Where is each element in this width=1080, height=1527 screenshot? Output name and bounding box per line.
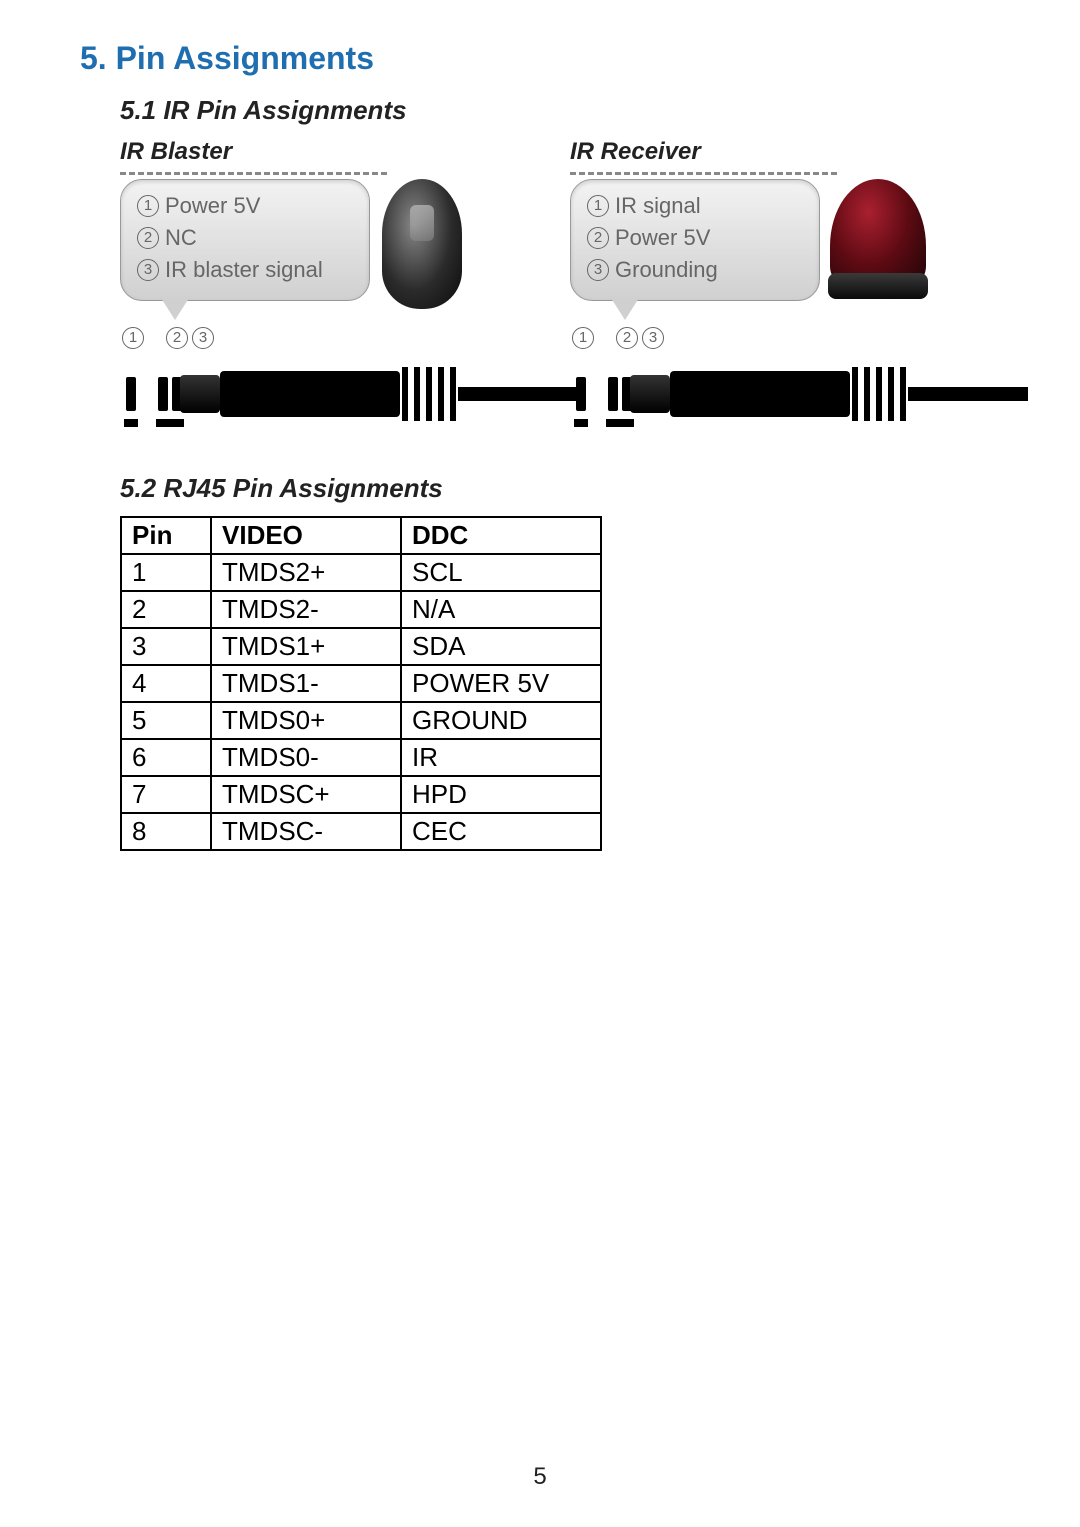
table-row: 2TMDS2-N/A <box>121 591 601 628</box>
cell-ddc: HPD <box>401 776 601 813</box>
receiver-pin-1-label: IR signal <box>615 190 701 222</box>
receiver-pin-3: 3 Grounding <box>587 254 803 286</box>
table-header-row: Pin VIDEO DDC <box>121 517 601 554</box>
ir-receiver-diagram: IR Receiver 1 IR signal 2 Power 5V 3 Gro… <box>570 138 1000 433</box>
ir-blaster-diagram: IR Blaster 1 Power 5V 2 NC 3 IR blaster … <box>120 138 550 433</box>
cell-ddc: SCL <box>401 554 601 591</box>
blaster-pin-1-label: Power 5V <box>165 190 260 222</box>
rj45-pin-table: Pin VIDEO DDC 1TMDS2+SCL2TMDS2-N/A3TMDS1… <box>120 516 602 851</box>
receiver-pin-markers: 1 2 3 <box>570 327 820 349</box>
th-video: VIDEO <box>211 517 401 554</box>
table-row: 8TMDSC-CEC <box>121 813 601 850</box>
th-ddc: DDC <box>401 517 601 554</box>
marker-2-icon: 2 <box>616 327 638 349</box>
marker-3-icon: 3 <box>642 327 664 349</box>
blaster-plug-icon <box>120 353 550 433</box>
circle-2-icon: 2 <box>587 227 609 249</box>
ir-blaster-title: IR Blaster <box>120 138 550 166</box>
cell-pin: 4 <box>121 665 211 702</box>
cell-video: TMDSC- <box>211 813 401 850</box>
cell-pin: 7 <box>121 776 211 813</box>
circle-3-icon: 3 <box>137 259 159 281</box>
ir-receiver-title: IR Receiver <box>570 138 1000 166</box>
cell-pin: 2 <box>121 591 211 628</box>
cell-ddc: SDA <box>401 628 601 665</box>
cell-ddc: IR <box>401 739 601 776</box>
circle-3-icon: 3 <box>587 259 609 281</box>
th-pin: Pin <box>121 517 211 554</box>
cell-video: TMDS1- <box>211 665 401 702</box>
circle-1-icon: 1 <box>137 195 159 217</box>
subsection-ir-title: 5.1 IR Pin Assignments <box>80 95 1000 126</box>
blaster-pin-3-label: IR blaster signal <box>165 254 323 286</box>
cell-video: TMDS0+ <box>211 702 401 739</box>
subsection-rj45-title: 5.2 RJ45 Pin Assignments <box>80 473 1000 504</box>
blaster-pin-markers: 1 2 3 <box>120 327 370 349</box>
cell-pin: 8 <box>121 813 211 850</box>
cell-pin: 1 <box>121 554 211 591</box>
table-row: 1TMDS2+SCL <box>121 554 601 591</box>
blaster-pin-3: 3 IR blaster signal <box>137 254 353 286</box>
cell-ddc: N/A <box>401 591 601 628</box>
cell-pin: 6 <box>121 739 211 776</box>
circle-2-icon: 2 <box>137 227 159 249</box>
ir-receiver-head-icon <box>828 179 936 329</box>
receiver-pin-2: 2 Power 5V <box>587 222 803 254</box>
receiver-pin-2-label: Power 5V <box>615 222 710 254</box>
cell-ddc: CEC <box>401 813 601 850</box>
receiver-plug-icon <box>570 353 1000 433</box>
marker-1-icon: 1 <box>122 327 144 349</box>
blaster-pin-2: 2 NC <box>137 222 353 254</box>
cell-video: TMDS2+ <box>211 554 401 591</box>
ir-blaster-callout: 1 Power 5V 2 NC 3 IR blaster signal <box>120 179 370 301</box>
ir-blaster-head-icon <box>378 179 466 329</box>
section-title: 5. Pin Assignments <box>80 40 1000 77</box>
cell-video: TMDS0- <box>211 739 401 776</box>
marker-1-icon: 1 <box>572 327 594 349</box>
blaster-pin-1: 1 Power 5V <box>137 190 353 222</box>
dash-underline-icon <box>570 172 837 175</box>
ir-diagram-row: IR Blaster 1 Power 5V 2 NC 3 IR blaster … <box>80 138 1000 433</box>
cell-pin: 3 <box>121 628 211 665</box>
circle-1-icon: 1 <box>587 195 609 217</box>
blaster-pin-2-label: NC <box>165 222 197 254</box>
receiver-pin-3-label: Grounding <box>615 254 718 286</box>
table-row: 6TMDS0-IR <box>121 739 601 776</box>
cell-video: TMDSC+ <box>211 776 401 813</box>
table-row: 4TMDS1-POWER 5V <box>121 665 601 702</box>
cell-video: TMDS2- <box>211 591 401 628</box>
marker-2-icon: 2 <box>166 327 188 349</box>
table-row: 3TMDS1+SDA <box>121 628 601 665</box>
cell-video: TMDS1+ <box>211 628 401 665</box>
cell-ddc: POWER 5V <box>401 665 601 702</box>
cell-pin: 5 <box>121 702 211 739</box>
table-row: 7TMDSC+HPD <box>121 776 601 813</box>
table-row: 5TMDS0+GROUND <box>121 702 601 739</box>
cell-ddc: GROUND <box>401 702 601 739</box>
page-number: 5 <box>533 1463 546 1491</box>
ir-receiver-callout: 1 IR signal 2 Power 5V 3 Grounding <box>570 179 820 301</box>
dash-underline-icon <box>120 172 387 175</box>
marker-3-icon: 3 <box>192 327 214 349</box>
receiver-pin-1: 1 IR signal <box>587 190 803 222</box>
